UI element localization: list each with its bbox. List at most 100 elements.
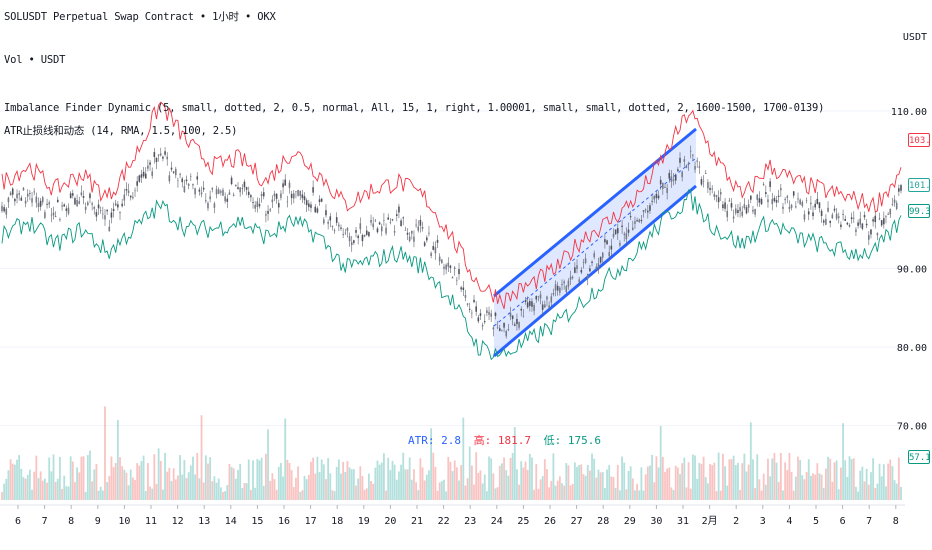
candle-body xyxy=(889,208,892,215)
volume-bar xyxy=(320,459,323,500)
candle-body xyxy=(722,204,724,209)
symbol-title[interactable]: SOLUSDT Perpetual Swap Contract • 1小时 • … xyxy=(4,11,276,23)
atr-indicator-legend[interactable]: ATR止损线和动态 (14, RMA, 1.5, 100, 2.5) xyxy=(4,125,238,137)
candle-body xyxy=(222,189,224,196)
candle-body xyxy=(286,201,289,203)
candle-body xyxy=(299,190,302,196)
candle-body xyxy=(840,224,842,227)
volume-bar xyxy=(818,473,821,500)
candle-body xyxy=(138,175,141,182)
candle-body xyxy=(900,185,902,191)
volume-bar xyxy=(149,486,151,500)
volume-bar xyxy=(709,463,711,500)
candle-body xyxy=(518,322,520,328)
candle-body xyxy=(333,230,336,232)
time-tick-label: 3 xyxy=(760,516,766,527)
candle-body xyxy=(786,196,789,198)
candle-body xyxy=(359,223,362,230)
candle-body xyxy=(372,223,374,228)
volume-bar xyxy=(889,459,892,500)
volume-bar xyxy=(539,479,542,500)
volume-bar xyxy=(734,465,737,500)
volume-bar xyxy=(104,406,106,500)
regression-channel[interactable] xyxy=(493,127,697,358)
candle-body xyxy=(267,210,269,214)
volume-bar xyxy=(41,480,44,500)
volume-bar xyxy=(254,487,257,500)
candle-body xyxy=(754,209,756,215)
volume-bar xyxy=(865,468,868,500)
volume-bar xyxy=(297,466,299,500)
candle-body xyxy=(870,229,872,235)
volume-bar xyxy=(3,483,6,500)
volume-bar xyxy=(286,459,289,500)
candle-body xyxy=(767,199,769,203)
volume-legend[interactable]: Vol • USDT xyxy=(4,54,66,66)
volume-bar xyxy=(829,458,832,500)
volume-bar xyxy=(777,481,780,500)
candle-body xyxy=(385,227,387,234)
volume-bar xyxy=(859,470,862,500)
volume-bar xyxy=(837,489,840,500)
candle-body xyxy=(172,171,175,173)
volume-bar xyxy=(395,479,398,500)
volume-bar xyxy=(7,470,10,500)
volume-bar xyxy=(82,456,85,500)
price-axis[interactable]: 110.00 90.00 80.00 70.00 USDT xyxy=(891,32,927,433)
volume-bar xyxy=(144,490,147,500)
volume-bar xyxy=(599,472,602,500)
volume-bar xyxy=(37,478,40,500)
volume-bar xyxy=(604,487,606,500)
volume-bar xyxy=(108,476,111,500)
candle-body xyxy=(127,190,130,193)
candle-body xyxy=(595,266,598,270)
candle-body xyxy=(492,327,495,330)
volume-bar xyxy=(48,457,51,500)
candle-body xyxy=(505,331,508,337)
volume-bar xyxy=(179,455,181,500)
volume-bar xyxy=(812,473,814,500)
volume-bar xyxy=(406,469,409,500)
volume-bar xyxy=(483,474,486,500)
candle-body xyxy=(666,187,668,194)
volume-bar xyxy=(794,476,797,500)
candle-body xyxy=(511,315,514,320)
candle-body xyxy=(719,192,722,195)
volume-bar xyxy=(1,491,3,500)
candle-body xyxy=(578,279,580,283)
volume-bar xyxy=(196,452,199,500)
imbalance-indicator-legend[interactable]: Imbalance Finder Dynamic (5, small, dott… xyxy=(4,102,825,114)
candle-body xyxy=(885,216,887,218)
volume-bar xyxy=(528,453,531,500)
candle-body xyxy=(16,193,18,199)
candle-body xyxy=(1,205,3,212)
volume-bar xyxy=(181,474,184,500)
candle-body xyxy=(670,176,673,182)
volume-bar xyxy=(616,464,619,500)
candle-body xyxy=(265,214,267,216)
candle-body xyxy=(84,206,87,210)
volume-bar xyxy=(54,481,57,500)
channel-fill xyxy=(494,129,696,356)
candle-body xyxy=(724,202,726,209)
candle-body xyxy=(827,207,829,212)
candle-body xyxy=(700,179,703,185)
candle-body xyxy=(198,189,201,192)
candle-body xyxy=(342,234,344,235)
grid-lines xyxy=(0,110,905,427)
volume-bar xyxy=(683,457,686,500)
candle-body xyxy=(704,173,707,175)
volume-bar xyxy=(20,468,23,500)
volume-bar xyxy=(63,475,66,500)
candle-body xyxy=(483,321,486,323)
volume-bar xyxy=(498,465,501,500)
candle-body xyxy=(451,277,454,279)
volume-bar xyxy=(155,483,158,500)
time-tick-label: 7 xyxy=(866,516,872,527)
volume-bar xyxy=(833,462,836,500)
time-axis[interactable]: 6 7 8 9 10 11 12 13 14 15 16 17 18 19 20 21 22 23 24 25 26 27… xyxy=(0,504,905,527)
volume-bar xyxy=(335,466,338,500)
candle-body xyxy=(269,209,271,211)
candle-body xyxy=(825,218,827,225)
